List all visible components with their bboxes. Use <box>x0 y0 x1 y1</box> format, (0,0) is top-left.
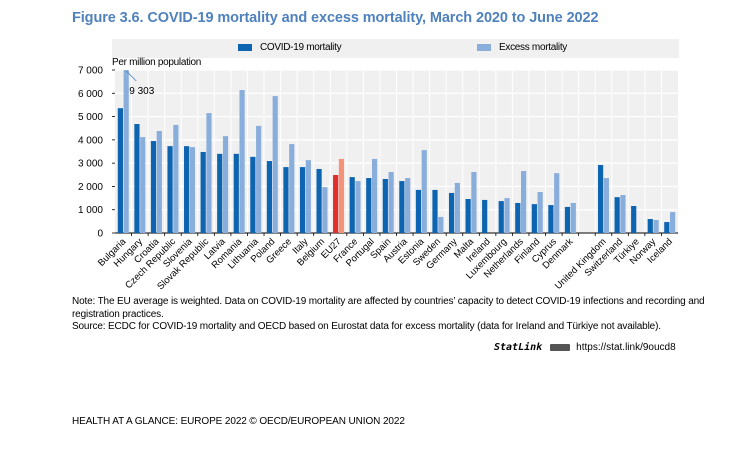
bar-excess-mortality <box>620 195 626 233</box>
annotation-leader-line <box>125 70 137 82</box>
bar-covid-mortality <box>382 178 388 233</box>
bar-covid-mortality <box>349 177 355 233</box>
bar-covid-mortality <box>117 108 123 233</box>
legend-label-excess: Excess mortality <box>499 42 567 53</box>
bar-covid-mortality <box>647 219 653 233</box>
bar-covid-mortality <box>415 189 422 233</box>
bar-excess-mortality <box>305 160 311 233</box>
bar-excess-mortality <box>520 171 527 233</box>
source-text: Source: ECDC for COVID-19 mortality and … <box>72 321 661 332</box>
bar-excess-mortality <box>239 90 245 233</box>
bar-excess-mortality <box>454 182 460 233</box>
bar-covid-mortality <box>233 153 239 233</box>
statlink: StatLink https://stat.link/9oucd8 <box>494 342 676 353</box>
legend-swatch-excess <box>477 44 491 51</box>
bar-excess-mortality <box>289 144 295 233</box>
legend-item-covid: COVID-19 mortality <box>238 42 342 53</box>
bar-excess-mortality <box>173 124 179 233</box>
bar-covid-mortality <box>167 146 173 233</box>
statlink-logo-icon <box>550 344 571 351</box>
bar-excess-mortality <box>653 219 659 233</box>
bar-covid-mortality <box>134 124 140 233</box>
bar-excess-mortality <box>322 187 328 233</box>
bar-covid-mortality <box>498 201 504 233</box>
y-tick-label: 5 000 <box>78 112 103 123</box>
bar-excess-mortality <box>471 171 477 233</box>
y-axis-unit-label: Per million population <box>112 57 202 68</box>
bar-excess-mortality <box>222 136 229 233</box>
bar-excess-mortality <box>140 137 146 233</box>
bar-excess-mortality <box>371 158 378 233</box>
figure-notes: Note: The EU average is weighted. Data o… <box>72 296 712 334</box>
bar-covid-mortality <box>614 197 620 233</box>
bar-covid-mortality <box>465 199 471 233</box>
bar-covid-mortality <box>597 165 604 233</box>
bar-excess-mortality <box>537 192 543 233</box>
y-tick-label: 7 000 <box>78 66 103 77</box>
bar-covid-mortality <box>217 153 223 233</box>
bar-excess-mortality <box>338 158 345 233</box>
bar-covid-mortality <box>150 141 157 233</box>
bar-covid-mortality <box>448 192 455 233</box>
bar-covid-mortality <box>548 205 554 233</box>
bar-excess-mortality <box>355 181 361 233</box>
bar-excess-mortality <box>272 96 278 233</box>
bar-excess-mortality <box>123 70 129 233</box>
y-tick-label: 0 <box>97 229 103 240</box>
bar-excess-mortality <box>256 125 262 233</box>
legend-item-excess: Excess mortality <box>477 42 567 53</box>
legend-swatch-covid <box>238 44 252 51</box>
bar-covid-mortality <box>333 175 339 233</box>
bar-excess-mortality <box>189 147 196 233</box>
page-footer: HEALTH AT A GLANCE: EUROPE 2022 © OECD/E… <box>72 416 405 427</box>
bar-covid-mortality <box>250 156 256 233</box>
bar-covid-mortality <box>316 168 322 233</box>
bar-excess-mortality <box>405 178 411 233</box>
bar-covid-mortality <box>283 167 289 233</box>
bar-covid-mortality <box>299 167 306 233</box>
annotation-label: 9 303 <box>129 86 154 97</box>
bar-excess-mortality <box>206 113 212 233</box>
statlink-brand: StatLink <box>494 342 543 353</box>
bar-covid-mortality <box>515 202 521 233</box>
bar-excess-mortality <box>504 198 510 233</box>
y-tick-label: 3 000 <box>78 159 103 170</box>
y-tick-label: 4 000 <box>78 135 103 146</box>
bar-covid-mortality <box>482 199 488 233</box>
bar-covid-mortality <box>432 189 438 233</box>
bar-covid-mortality <box>266 161 273 233</box>
y-tick-label: 1 000 <box>78 205 103 216</box>
bar-excess-mortality <box>603 178 609 233</box>
bar-covid-mortality <box>184 146 190 233</box>
bar-covid-mortality <box>664 222 670 233</box>
bar-covid-mortality <box>399 181 405 233</box>
chart-legend: COVID-19 mortality Excess mortality <box>112 39 679 58</box>
figure-title: Figure 3.6. COVID-19 mortality and exces… <box>72 10 599 26</box>
bar-covid-mortality <box>531 204 537 233</box>
bar-excess-mortality <box>670 212 676 233</box>
note-text: Note: The EU average is weighted. Data o… <box>72 296 705 320</box>
bar-excess-mortality <box>554 173 560 233</box>
statlink-url[interactable]: https://stat.link/9oucd8 <box>576 342 676 353</box>
bar-excess-mortality <box>438 216 444 233</box>
bar-covid-mortality <box>564 206 571 233</box>
y-tick-label: 2 000 <box>78 182 103 193</box>
bar-covid-mortality <box>366 178 372 233</box>
bar-excess-mortality <box>421 150 427 233</box>
legend-label-covid: COVID-19 mortality <box>260 42 342 53</box>
bar-excess-mortality <box>388 171 394 233</box>
bar-covid-mortality <box>631 205 637 233</box>
y-tick-label: 6 000 <box>78 89 103 100</box>
bar-excess-mortality <box>156 131 162 233</box>
bar-covid-mortality <box>200 151 206 233</box>
bar-excess-mortality <box>570 202 576 233</box>
